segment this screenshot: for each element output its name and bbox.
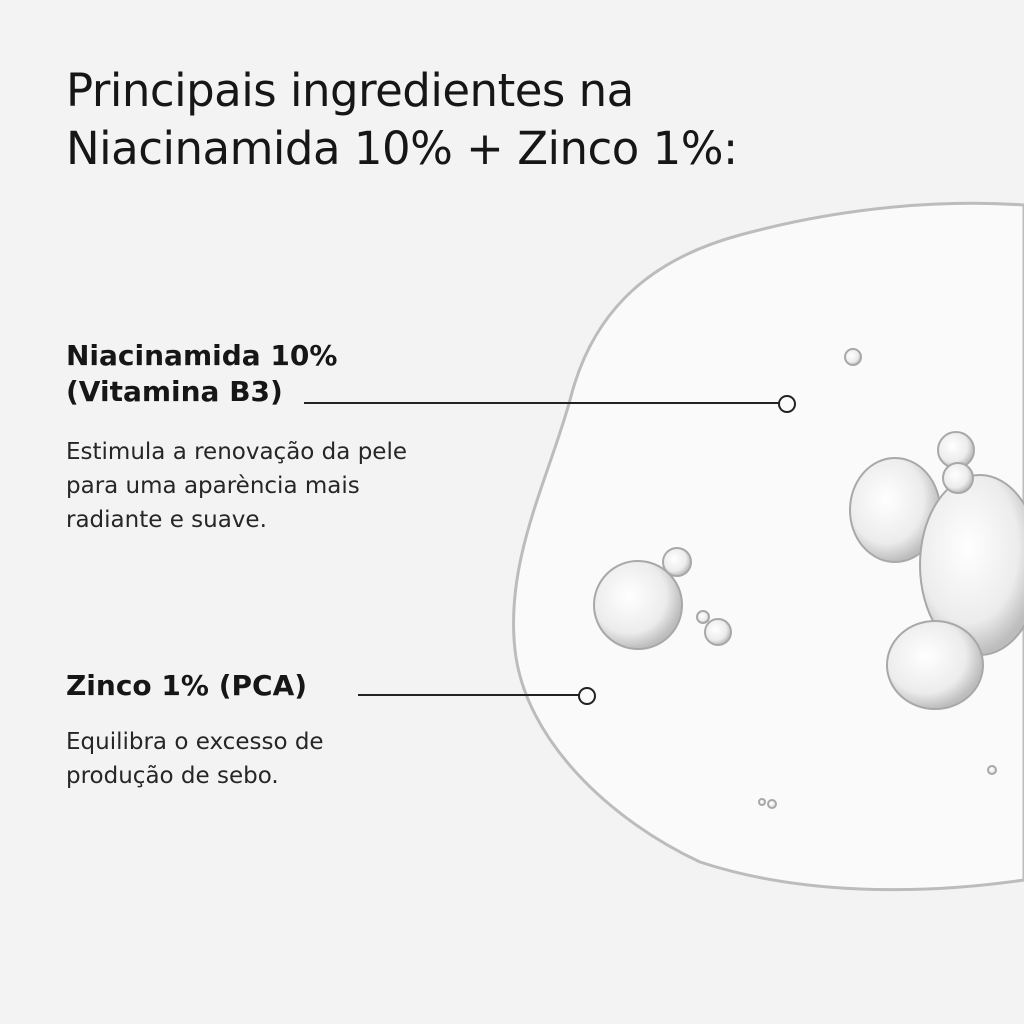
- description-line: produção de sebo.: [66, 763, 279, 789]
- ingredient-heading-zinco: Zinco 1% (PCA): [66, 668, 307, 704]
- ingredient-description-niacinamida: Estimula a renovação da pele para uma ap…: [66, 435, 407, 537]
- description-line: para uma aparència mais: [66, 473, 360, 499]
- page-title: Principais ingredientes na Niacinamida 1…: [66, 62, 738, 178]
- title-line-1: Principais ingredientes na: [66, 64, 634, 117]
- ingredient-heading-niacinamida: Niacinamida 10% (Vitamina B3): [66, 338, 337, 410]
- description-line: radiante e suave.: [66, 507, 267, 533]
- ingredient-description-zinco: Equilibra o excesso de produção de sebo.: [66, 725, 324, 793]
- title-line-2: Niacinamida 10% + Zinco 1%:: [66, 122, 738, 175]
- ingredient-name: Niacinamida 10%: [66, 339, 338, 372]
- callout-dot-zinco: [578, 687, 596, 705]
- callout-dot-niacinamida: [778, 395, 796, 413]
- serum-drop: [512, 201, 1024, 892]
- description-line: Estimula a renovação da pele: [66, 439, 407, 465]
- bubbles: [593, 348, 1024, 809]
- ingredient-subname: (Vitamina B3): [66, 375, 283, 408]
- ingredient-name: Zinco 1% (PCA): [66, 669, 308, 702]
- description-line: Equilibra o excesso de: [66, 729, 324, 755]
- callout-lines: [304, 395, 796, 705]
